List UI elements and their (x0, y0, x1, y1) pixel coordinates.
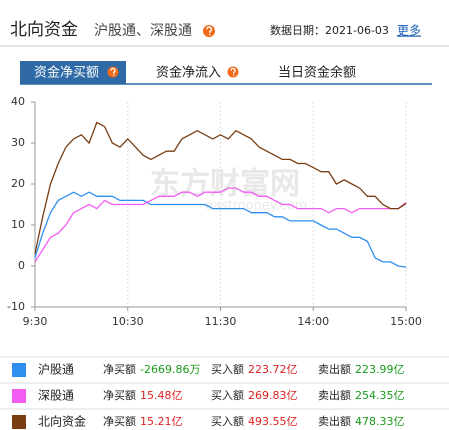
value: -2669.86万 (140, 363, 200, 376)
label: 买入额 (211, 415, 244, 428)
x-tick-label: 10:30 (112, 315, 144, 328)
tab[interactable]: 资金净买额 (34, 65, 99, 81)
value: 269.83亿 (248, 389, 298, 402)
active-tab-bg[interactable] (20, 61, 126, 84)
label: 卖出额 (318, 362, 351, 376)
label: 买入额 (211, 389, 244, 402)
y-tick-label: 0 (18, 259, 25, 272)
label: 净买额 (103, 414, 136, 428)
swatch (12, 363, 26, 377)
value: 254.35亿 (355, 389, 405, 402)
title: 北向资金 (10, 20, 78, 40)
value: 223.72亿 (248, 363, 298, 376)
help-icon[interactable] (107, 66, 119, 78)
value: 15.48亿 (140, 389, 183, 402)
x-tick-label: 9:30 (23, 315, 48, 328)
row-name: 沪股通 (38, 363, 74, 377)
label: 卖出额 (318, 388, 351, 402)
x-tick-label: 15:00 (390, 315, 422, 328)
value: 223.99亿 (355, 363, 405, 376)
y-tick-label: 40 (11, 95, 25, 108)
subtitle: 沪股通、深股通 (94, 23, 192, 39)
x-tick-label: 11:30 (205, 315, 237, 328)
y-tick-label: 20 (11, 177, 25, 190)
plot: -10 0 10 20 30 40 9:30 10:30 11:30 14:00 15:00 (7, 95, 422, 328)
swatch (12, 415, 26, 429)
row-name: 北向资金 (38, 414, 86, 429)
help-icon[interactable] (227, 66, 239, 78)
help-icon[interactable] (203, 25, 215, 37)
value: 478.33亿 (355, 415, 405, 428)
y-tick-label: 10 (11, 218, 25, 231)
series-line (34, 191, 407, 268)
y-tick-label: -10 (7, 300, 25, 313)
swatch (12, 389, 26, 403)
date: 数据日期：2021-06-03 (270, 23, 389, 37)
tab[interactable]: 当日资金余额 (278, 65, 356, 81)
watermark-url: eastmoney.com (205, 199, 307, 214)
y-tick-label: 30 (11, 136, 25, 149)
series-line (34, 187, 407, 263)
row-name: 深股通 (38, 389, 74, 403)
x-tick-label: 14:00 (297, 315, 329, 328)
label: 卖出额 (318, 414, 351, 428)
label: 净买额 (103, 388, 136, 402)
value: 15.21亿 (140, 415, 183, 428)
tab[interactable]: 资金净流入 (156, 65, 221, 81)
label: 净买额 (103, 362, 136, 376)
label: 买入额 (211, 363, 244, 376)
value: 493.55亿 (248, 415, 298, 428)
more-link[interactable]: 更多 (397, 24, 421, 38)
series-line (34, 121, 407, 254)
